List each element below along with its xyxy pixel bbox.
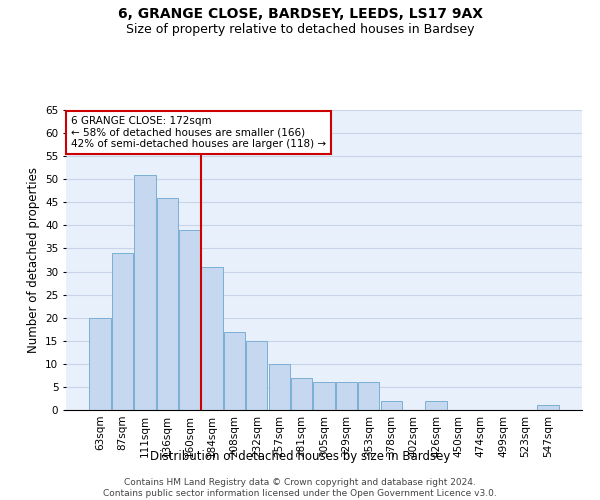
Bar bbox=[336, 382, 357, 410]
Bar bbox=[291, 378, 312, 410]
Text: Size of property relative to detached houses in Bardsey: Size of property relative to detached ho… bbox=[126, 22, 474, 36]
Bar bbox=[112, 253, 133, 410]
Text: Distribution of detached houses by size in Bardsey: Distribution of detached houses by size … bbox=[150, 450, 450, 463]
Bar bbox=[134, 174, 155, 410]
Bar bbox=[537, 406, 559, 410]
Bar bbox=[246, 341, 268, 410]
Text: 6, GRANGE CLOSE, BARDSEY, LEEDS, LS17 9AX: 6, GRANGE CLOSE, BARDSEY, LEEDS, LS17 9A… bbox=[118, 8, 482, 22]
Bar bbox=[202, 267, 223, 410]
Bar bbox=[179, 230, 200, 410]
Bar bbox=[358, 382, 379, 410]
Text: Contains HM Land Registry data © Crown copyright and database right 2024.
Contai: Contains HM Land Registry data © Crown c… bbox=[103, 478, 497, 498]
Bar bbox=[89, 318, 111, 410]
Bar bbox=[380, 401, 402, 410]
Bar bbox=[313, 382, 335, 410]
Y-axis label: Number of detached properties: Number of detached properties bbox=[26, 167, 40, 353]
Bar bbox=[269, 364, 290, 410]
Bar bbox=[157, 198, 178, 410]
Bar bbox=[425, 401, 446, 410]
Bar bbox=[224, 332, 245, 410]
Text: 6 GRANGE CLOSE: 172sqm
← 58% of detached houses are smaller (166)
42% of semi-de: 6 GRANGE CLOSE: 172sqm ← 58% of detached… bbox=[71, 116, 326, 149]
